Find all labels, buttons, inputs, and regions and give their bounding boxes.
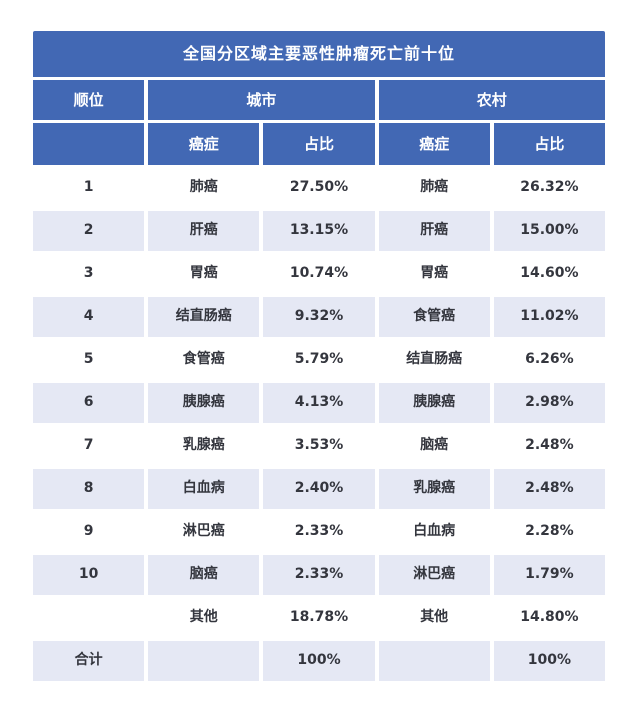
total-row: 合计 100% 100%: [33, 641, 605, 681]
urban-group-header: 城市: [148, 80, 375, 120]
rural-share-cell: 2.48%: [493, 469, 605, 509]
column-group-header-row: 顺位 城市 农村: [33, 80, 605, 120]
table-row: 6 胰腺癌 4.13% 胰腺癌 2.98%: [33, 383, 605, 423]
urban-share-cell: 13.15%: [263, 211, 375, 251]
urban-cancer-cell: 肺癌: [148, 168, 260, 208]
rural-share-cell: 1.79%: [493, 555, 605, 595]
rural-cancer-cell: 乳腺癌: [378, 469, 490, 509]
table-row: 4 结直肠癌 9.32% 食管癌 11.02%: [33, 297, 605, 337]
urban-share-cell: 27.50%: [263, 168, 375, 208]
rural-share-cell: 100%: [493, 641, 605, 681]
urban-cancer-cell: 肝癌: [148, 211, 260, 251]
rank-cell: 6: [33, 383, 145, 423]
table-title: 全国分区域主要恶性肿瘤死亡前十位: [33, 31, 605, 77]
rank-cell: 9: [33, 512, 145, 552]
table-title-row: 全国分区域主要恶性肿瘤死亡前十位: [33, 31, 605, 77]
rank-subheader-spacer: [33, 123, 145, 165]
urban-share-cell: 9.32%: [263, 297, 375, 337]
urban-cancer-cell: 淋巴癌: [148, 512, 260, 552]
table-row: 1 肺癌 27.50% 肺癌 26.32%: [33, 168, 605, 208]
urban-share-cell: 2.33%: [263, 512, 375, 552]
table-row: 9 淋巴癌 2.33% 白血病 2.28%: [33, 512, 605, 552]
other-row: 其他 18.78% 其他 14.80%: [33, 598, 605, 638]
urban-share-cell: 2.40%: [263, 469, 375, 509]
rural-share-cell: 14.80%: [493, 598, 605, 638]
rural-group-header: 农村: [378, 80, 605, 120]
rural-share-cell: 14.60%: [493, 254, 605, 294]
rural-cancer-header: 癌症: [378, 123, 490, 165]
urban-cancer-cell: 白血病: [148, 469, 260, 509]
rural-share-cell: 2.48%: [493, 426, 605, 466]
urban-share-cell: 10.74%: [263, 254, 375, 294]
urban-cancer-cell: 其他: [148, 598, 260, 638]
urban-share-cell: 3.53%: [263, 426, 375, 466]
table-row: 10 脑癌 2.33% 淋巴癌 1.79%: [33, 555, 605, 595]
rural-cancer-cell: 胃癌: [378, 254, 490, 294]
table-row: 5 食管癌 5.79% 结直肠癌 6.26%: [33, 340, 605, 380]
table-row: 8 白血病 2.40% 乳腺癌 2.48%: [33, 469, 605, 509]
urban-share-cell: 5.79%: [263, 340, 375, 380]
urban-share-cell: 18.78%: [263, 598, 375, 638]
rural-cancer-cell: 其他: [378, 598, 490, 638]
urban-share-cell: 100%: [263, 641, 375, 681]
urban-cancer-cell: 脑癌: [148, 555, 260, 595]
rural-share-cell: 2.28%: [493, 512, 605, 552]
table-row: 2 肝癌 13.15% 肝癌 15.00%: [33, 211, 605, 251]
total-label-cell: 合计: [33, 641, 145, 681]
rural-share-cell: 11.02%: [493, 297, 605, 337]
rural-share-cell: 15.00%: [493, 211, 605, 251]
rural-cancer-cell: 肺癌: [378, 168, 490, 208]
rural-cancer-cell: 结直肠癌: [378, 340, 490, 380]
rank-cell: 8: [33, 469, 145, 509]
rural-cancer-cell: 淋巴癌: [378, 555, 490, 595]
rural-cancer-cell: 白血病: [378, 512, 490, 552]
table-row: 7 乳腺癌 3.53% 脑癌 2.48%: [33, 426, 605, 466]
rank-cell: 3: [33, 254, 145, 294]
urban-cancer-cell: 乳腺癌: [148, 426, 260, 466]
urban-cancer-header: 癌症: [148, 123, 260, 165]
rank-cell: 5: [33, 340, 145, 380]
urban-cancer-cell: 食管癌: [148, 340, 260, 380]
urban-cancer-cell: 胰腺癌: [148, 383, 260, 423]
urban-share-cell: 4.13%: [263, 383, 375, 423]
rank-cell: 1: [33, 168, 145, 208]
rural-cancer-cell: 胰腺癌: [378, 383, 490, 423]
urban-share-header: 占比: [263, 123, 375, 165]
rank-cell: [33, 598, 145, 638]
rank-cell: 10: [33, 555, 145, 595]
cancer-mortality-table: 全国分区域主要恶性肿瘤死亡前十位 顺位 城市 农村 癌症 占比 癌症 占比 1 …: [33, 31, 605, 681]
rural-share-cell: 6.26%: [493, 340, 605, 380]
rank-column-header: 顺位: [33, 80, 145, 120]
table-row: 3 胃癌 10.74% 胃癌 14.60%: [33, 254, 605, 294]
rural-cancer-cell: 食管癌: [378, 297, 490, 337]
rural-share-header: 占比: [493, 123, 605, 165]
sub-header-row: 癌症 占比 癌症 占比: [33, 123, 605, 165]
urban-cancer-cell: [148, 641, 260, 681]
urban-cancer-cell: 结直肠癌: [148, 297, 260, 337]
urban-cancer-cell: 胃癌: [148, 254, 260, 294]
rural-cancer-cell: 肝癌: [378, 211, 490, 251]
rural-share-cell: 26.32%: [493, 168, 605, 208]
rank-cell: 4: [33, 297, 145, 337]
rural-cancer-cell: [378, 641, 490, 681]
urban-share-cell: 2.33%: [263, 555, 375, 595]
rank-cell: 7: [33, 426, 145, 466]
rural-cancer-cell: 脑癌: [378, 426, 490, 466]
rural-share-cell: 2.98%: [493, 383, 605, 423]
rank-cell: 2: [33, 211, 145, 251]
